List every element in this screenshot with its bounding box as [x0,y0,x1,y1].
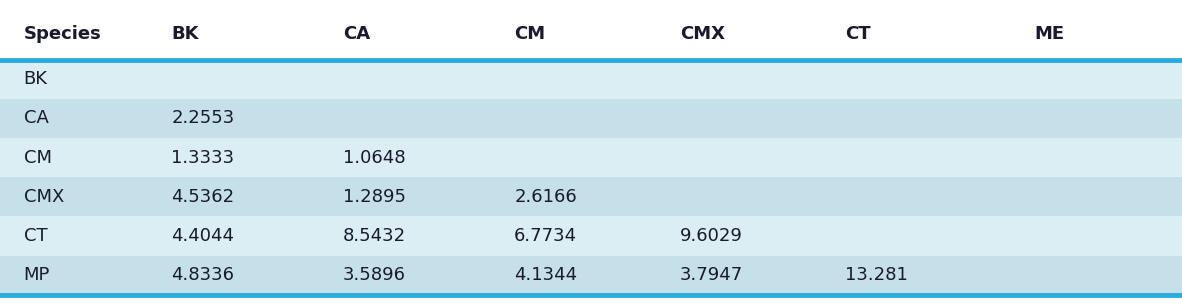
Text: CM: CM [514,25,545,43]
Text: BK: BK [24,70,47,88]
Text: 1.2895: 1.2895 [343,188,405,206]
Bar [0,60,1182,99]
Text: 1.0648: 1.0648 [343,149,405,166]
Text: CMX: CMX [680,25,725,43]
Bar [0,9,1182,60]
Bar [0,99,1182,138]
Text: CMX: CMX [24,188,64,206]
Text: CT: CT [845,25,871,43]
Text: 8.5432: 8.5432 [343,227,405,245]
Text: CM: CM [24,149,52,166]
Text: 4.1344: 4.1344 [514,266,577,284]
Text: 4.4044: 4.4044 [171,227,234,245]
Text: 1.3333: 1.3333 [171,149,234,166]
Text: BK: BK [171,25,199,43]
Bar [0,138,1182,177]
Text: 4.8336: 4.8336 [171,266,234,284]
Bar [0,177,1182,216]
Bar [0,256,1182,295]
Text: CA: CA [343,25,370,43]
Text: MP: MP [24,266,50,284]
Text: CT: CT [24,227,47,245]
Text: 13.281: 13.281 [845,266,908,284]
Text: 3.5896: 3.5896 [343,266,405,284]
Text: 6.7734: 6.7734 [514,227,577,245]
Text: ME: ME [1034,25,1064,43]
Text: CA: CA [24,110,48,127]
Text: 4.5362: 4.5362 [171,188,234,206]
Text: 2.6166: 2.6166 [514,188,577,206]
Text: 3.7947: 3.7947 [680,266,743,284]
Text: Species: Species [24,25,102,43]
Text: 9.6029: 9.6029 [680,227,742,245]
Bar [0,216,1182,256]
Text: 2.2553: 2.2553 [171,110,235,127]
